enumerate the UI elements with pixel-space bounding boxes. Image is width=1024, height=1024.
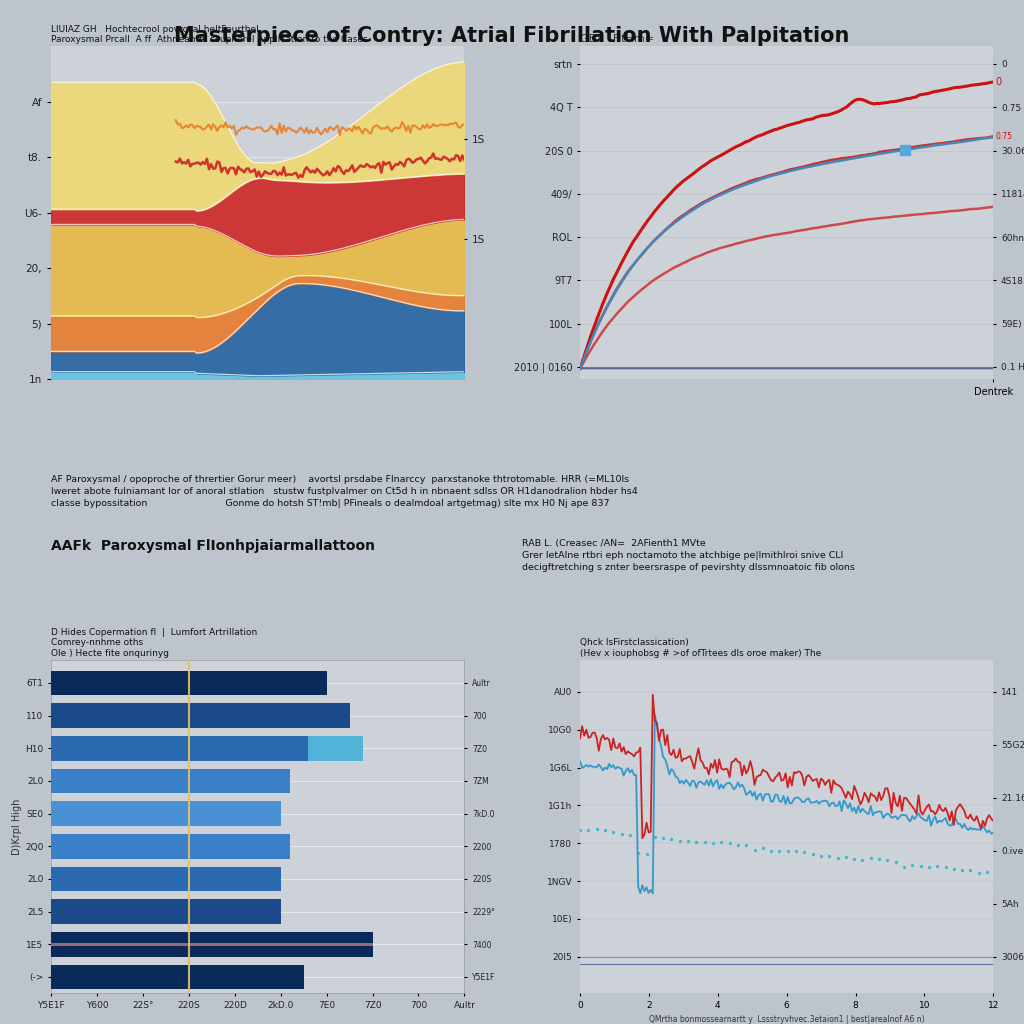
Text: 0.75: 0.75 <box>995 132 1013 140</box>
Point <box>896 141 912 158</box>
Point <box>971 864 987 881</box>
Point <box>846 851 862 867</box>
Bar <box>51 736 308 761</box>
Point <box>896 858 912 874</box>
Point <box>854 852 870 868</box>
Bar <box>51 834 290 858</box>
Point <box>979 864 995 881</box>
Bar <box>308 736 364 761</box>
Bar <box>51 703 349 728</box>
Point <box>870 851 887 867</box>
Point <box>746 842 763 858</box>
Point <box>721 835 737 851</box>
Bar <box>51 943 373 945</box>
Point <box>771 843 787 859</box>
Point <box>880 852 896 868</box>
Point <box>805 846 821 862</box>
Point <box>705 835 721 851</box>
Text: D Hides Copermation fl  |  Lumfort Artrillation
Comrey-nnhme oths
Ole ) Hecte fi: D Hides Copermation fl | Lumfort Artrill… <box>51 628 257 657</box>
Bar <box>51 932 373 956</box>
Point <box>888 854 904 870</box>
Point <box>755 840 771 856</box>
Point <box>638 846 654 862</box>
Point <box>597 821 613 838</box>
Point <box>954 862 971 879</box>
Point <box>904 856 921 872</box>
Point <box>730 837 746 853</box>
Point <box>779 843 796 859</box>
Bar <box>51 899 281 924</box>
Bar <box>51 965 304 989</box>
Point <box>672 833 688 849</box>
Point <box>921 859 937 876</box>
Point <box>581 821 597 838</box>
Point <box>664 831 680 848</box>
Bar <box>51 866 281 891</box>
Point <box>696 835 713 851</box>
Point <box>787 843 804 859</box>
Bar <box>51 802 281 825</box>
Text: Masterpiece of Contry: Atrial Fibrillation With Palpitation: Masterpiece of Contry: Atrial Fibrillati… <box>174 26 850 46</box>
Point <box>796 844 812 860</box>
Text: 0: 0 <box>995 77 1001 87</box>
Y-axis label: D)Krpl High: D)Krpl High <box>12 799 23 855</box>
Point <box>829 850 846 866</box>
Point <box>813 848 829 864</box>
Point <box>738 838 755 854</box>
Point <box>630 845 646 861</box>
Point <box>646 828 663 845</box>
Point <box>589 821 605 838</box>
Point <box>605 824 622 841</box>
Bar <box>51 769 290 794</box>
Point <box>655 829 672 846</box>
Point <box>821 848 838 864</box>
Text: Qhck IsFirstclassication)
(Hev x iouphobsg # >of ofTrtees dls oroe maker) The: Qhck IsFirstclassication) (Hev x iouphob… <box>580 639 821 657</box>
Point <box>937 859 953 876</box>
Point <box>622 826 638 843</box>
Text: AAFk  Paroxysmal FlIonhpjaiarmallattoon: AAFk Paroxysmal FlIonhpjaiarmallattoon <box>51 540 375 553</box>
Point <box>862 850 879 866</box>
Bar <box>51 671 327 695</box>
Point <box>688 834 705 850</box>
Point <box>945 861 962 878</box>
Text: RAB L. (Creasec /AN=  2AFienth1 MVte
Grer letAlne rtbri eph noctamoto the atchbi: RAB L. (Creasec /AN= 2AFienth1 MVte Grer… <box>522 540 855 572</box>
Point <box>713 835 729 851</box>
Point <box>571 822 588 839</box>
Point <box>963 862 979 879</box>
Point <box>912 857 929 873</box>
Text: AF Paroxysmal / opoproche of thrertier Gorur meer)    avortsl prsdabe Flnarccy  : AF Paroxysmal / opoproche of thrertier G… <box>51 475 638 508</box>
Point <box>929 858 945 874</box>
Point <box>613 825 630 842</box>
Point <box>838 849 854 865</box>
Point <box>680 833 696 849</box>
Text: GET   F.tHm=: GET F.tHm= <box>580 34 654 44</box>
Text: LIUIAZ GH   Hochtecrool povrosal heltFeurthel
Paroxysmal Prcall  A ff  Athrleant: LIUIAZ GH Hochtecrool povrosal heltFeurt… <box>51 25 368 44</box>
X-axis label: QMrtha bonmossearnartt y  Lssstryvhvec.3etaion1 | best|arealnof A6 n): QMrtha bonmossearnartt y Lssstryvhvec.3e… <box>649 1016 925 1024</box>
Point <box>763 843 779 859</box>
